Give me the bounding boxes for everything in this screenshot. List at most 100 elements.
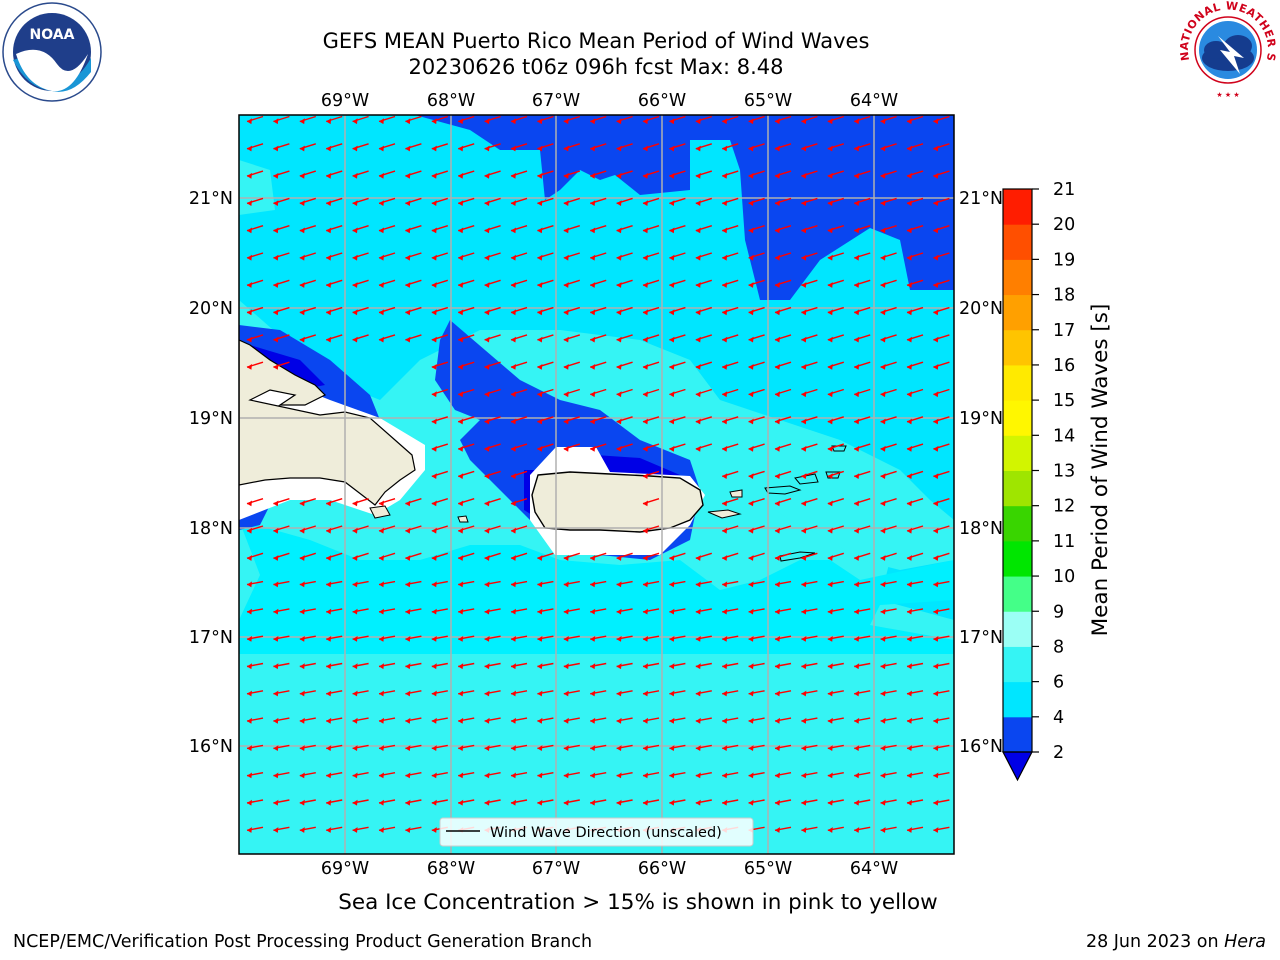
wind-vector-head [431,473,437,479]
wind-vector-head [722,717,728,724]
wind-vector-head [458,445,464,452]
wind-vector-head [511,772,516,779]
lon-label-bottom: 68°W [427,859,475,879]
wind-vector-head [827,799,833,806]
wind-vector-head [880,581,886,588]
wind-vector-head [880,473,886,479]
wind-vector-head [326,745,332,751]
contour-lt2-pr-north [595,455,680,478]
wind-vector-head [907,608,912,615]
wind-vector-head [458,581,464,588]
svg-text:★ ★ ★: ★ ★ ★ [1216,91,1239,99]
wind-vector-head [933,200,939,206]
wind-vector-head [801,799,807,806]
wind-vector-head [326,227,332,234]
wind-wave-vectors [246,115,950,833]
colorbar-bin [1003,400,1032,436]
wind-vector-head [563,336,569,343]
wind-vector-head [273,309,279,316]
wind-vector-head [352,717,358,724]
wind-vector-head [695,227,701,234]
wind-vector-head [563,581,569,588]
wind-vector-head [431,555,437,561]
wind-vector-head [643,663,648,670]
wind-vector-head [933,717,939,724]
wind-vector-head [326,118,332,125]
wind-vector-head [801,581,807,588]
wind-vector-head [273,663,279,670]
wind-vector-head [299,500,305,507]
wind-vector-head [722,527,728,534]
wind-vector-head [722,227,728,234]
wind-vector-head [590,336,596,343]
lat-label-left: 16°N [189,737,233,757]
wind-vector-head [933,636,939,642]
wind-vector-head [880,608,886,615]
wind-vector-head [484,500,490,507]
wind-vector-head [854,608,860,615]
wind-vector-head [775,690,780,697]
wind-vector-head [563,309,569,316]
wind-vector-head [379,500,384,507]
wind-vector-head [775,364,780,370]
wind-vector-head [405,309,411,316]
colorbar-label: Mean Period of Wind Waves [s] [1088,304,1113,637]
wind-vector-head [431,227,437,234]
wind-vector-head [511,555,516,561]
wind-vector-head [247,527,252,534]
wind-vector-head [775,717,780,724]
footer-date-text: 28 Jun 2023 on [1085,932,1225,952]
wind-vector-head [484,745,490,751]
lat-label-left: 19°N [189,409,233,429]
lat-label-right: 19°N [959,409,1003,429]
wind-vector-head [616,391,622,398]
wind-vector-head [299,555,305,561]
wind-vector-head [827,445,833,452]
wind-vector-head [880,282,886,288]
wind-vector-head [695,772,701,779]
wind-vector-head [907,581,912,588]
wind-vector-head [616,636,622,642]
colorbar-bin [1003,435,1032,471]
wind-vector-head [352,336,358,343]
wind-vector-head [775,254,780,261]
wind-vector-head [458,772,464,779]
wind-vector-head [273,527,279,534]
wind-vector-head [854,336,860,343]
wind-vector-head [511,418,516,425]
wind-vector-head [458,336,464,343]
wind-vector-head [458,118,464,125]
colorbar-bin [1003,611,1032,647]
wind-vector-head [511,745,516,751]
wind-vector-head [695,200,701,206]
wind-vector-head [854,172,860,179]
wind-vector-head [827,772,833,779]
wind-vector-head [484,118,490,125]
wind-vector-head [299,254,305,261]
wind-vector-head [880,500,886,507]
wind-vector-head [379,636,384,642]
wind-vector-head [484,555,490,561]
wind-vector-head [775,555,780,561]
wind-vector-head [695,608,701,615]
wind-vector-head [880,445,886,452]
wind-vector-head [695,309,701,316]
colorbar-bin [1003,681,1032,718]
wind-vector-head [643,227,648,234]
lat-label-left: 18°N [189,519,233,539]
wind-vector-head [748,473,754,479]
wind-vector-head [854,636,860,642]
wind-vector-head [273,254,279,261]
wind-vector-head [431,527,437,534]
map-gridlines [239,115,954,854]
wind-vector-head [616,227,622,234]
wind-vector-head [722,391,728,398]
wind-vector-head [827,663,833,670]
wind-vector-head [537,745,543,751]
wind-vector-head [590,717,596,724]
wind-vector-head [827,636,833,642]
wind-vector-head [431,827,437,833]
wind-vector-head [669,418,675,425]
wind-vector-head [352,172,358,179]
wind-vector-head [326,282,332,288]
